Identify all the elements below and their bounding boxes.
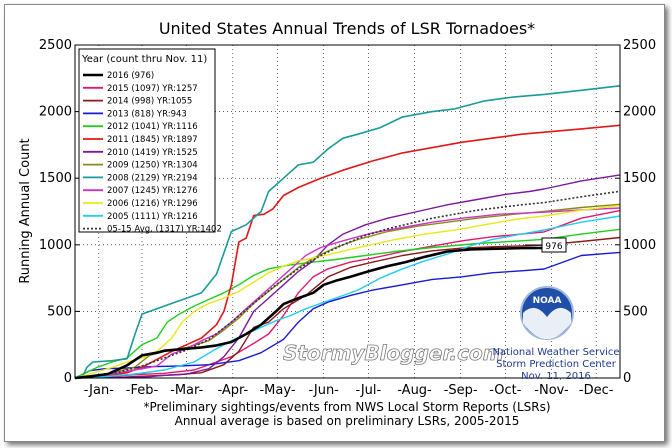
agency-line-1: National Weather Service (492, 347, 619, 358)
legend-label: 2011 (1845) YR:1897 (107, 135, 198, 145)
series-line (74, 215, 621, 379)
legend-label: 05-15 Avg. (1317) YR:1402 (107, 225, 222, 235)
agency-line-2: Storm Prediction Center (496, 359, 617, 370)
noaa-logo-text: NOAA (533, 296, 562, 306)
plot-border (74, 44, 621, 379)
legend-label: 2014 (998) YR:1055 (107, 97, 192, 107)
right-y-tick-label: 1000 (623, 238, 656, 253)
x-tick-label: -Mar- (170, 383, 203, 398)
axis-ticks: 0 500 1000 1500 2000 2500 0 500 1000 1500 2000 2500… (39, 38, 656, 398)
tornado-trend-chart: 0 500 1000 1500 2000 2500 0 500 1000 1500 2000 2500… (18, 19, 656, 428)
right-y-tick-label: 1500 (623, 171, 656, 186)
series-line (74, 174, 621, 379)
y-tick-label: 2000 (39, 105, 72, 120)
y-tick-label: 0 (64, 371, 72, 386)
series-line (74, 85, 621, 379)
legend-label: 2005 (1111) YR:1216 (107, 212, 198, 222)
x-tick-label: -Dec- (579, 383, 614, 398)
chart-frame: 0 500 1000 1500 2000 2500 0 500 1000 1500 2000 2500… (4, 4, 665, 442)
series-line (74, 190, 621, 379)
y-tick-label: 500 (47, 304, 72, 319)
legend-label: 2016 (976) (107, 71, 154, 81)
legend-label: 2010 (1419) YR:1525 (107, 148, 198, 158)
legend: Year (count thru Nov. 11) 2016 (976) 2015… (78, 48, 222, 235)
y-tick-label: 1000 (39, 238, 72, 253)
legend-label: 2006 (1216) YR:1296 (107, 199, 198, 209)
x-tick-label: -Jul- (355, 383, 381, 398)
legend-label: 2007 (1245) YR:1276 (107, 186, 198, 196)
legend-label: 2012 (1041) YR:1116 (107, 122, 198, 132)
series-line (74, 124, 621, 379)
x-tick-label: -Oct- (489, 383, 522, 398)
y-tick-label: 2500 (39, 38, 72, 53)
x-tick-label: -Sep- (444, 383, 478, 398)
legend-title: Year (count thru Nov. 11) (81, 54, 207, 65)
y-axis-label: Running Annual Count (18, 138, 33, 283)
right-y-tick-label: 500 (623, 304, 648, 319)
x-tick-label: -Apr- (217, 383, 248, 398)
y-tick-label: 1500 (39, 171, 72, 186)
agency-line-3: Nov. 11, 2016 (521, 371, 591, 382)
noaa-logo: NOAA (520, 286, 574, 340)
legend-label: 2009 (1250) YR:1304 (107, 161, 198, 171)
series-line (74, 246, 545, 380)
right-y-tick-label: 0 (623, 371, 631, 386)
end-value-text: 976 (545, 242, 562, 252)
x-tick-label: -Nov- (534, 383, 569, 398)
x-tick-label: -Jan- (84, 383, 114, 398)
legend-label: 2013 (818) YR:943 (107, 109, 187, 119)
series-lines (74, 85, 621, 380)
x-tick-label: -Jun- (308, 383, 339, 398)
end-value-box (541, 237, 567, 253)
end-value-label: 976 (525, 237, 567, 253)
legend-label: 2008 (2129) YR:2194 (107, 173, 198, 183)
legend-label: 2015 (1097) YR:1257 (107, 84, 198, 94)
footnote-line-1: *Preliminary sightings/events from NWS L… (143, 400, 550, 414)
x-tick-label: -Feb- (126, 383, 159, 398)
x-tick-label: -Aug- (397, 383, 432, 398)
noaa-logo-gull (523, 307, 571, 339)
chart-title: United States Annual Trends of LSR Torna… (159, 19, 535, 38)
legend-items: 2016 (976) 2015 (1097) YR:1257 2014 (998) … (83, 71, 222, 235)
x-tick-label: -May- (259, 383, 295, 398)
footnote-line-2: Annual average is based on preliminary L… (175, 414, 520, 428)
right-y-tick-label: 2000 (623, 105, 656, 120)
series-line (74, 209, 621, 379)
watermark-text: StormyBlogger.com (283, 341, 504, 365)
right-y-tick-label: 2500 (623, 38, 656, 53)
legend-box (78, 48, 216, 233)
